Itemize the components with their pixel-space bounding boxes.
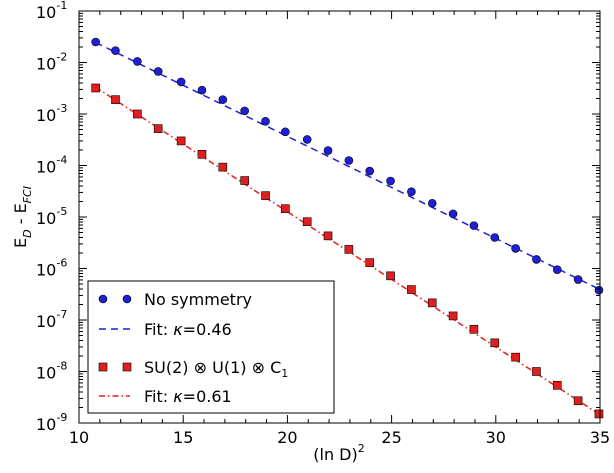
data-point-circle	[302, 135, 312, 144]
y-tick-label: 10-2	[36, 51, 67, 74]
y-tick-label: 10-7	[36, 308, 67, 331]
x-axis-title: (ln D)2	[313, 442, 364, 464]
x-tick-label: 15	[173, 428, 193, 447]
data-point-square	[532, 367, 541, 376]
y-tick-label: 10-9	[36, 411, 67, 434]
data-point-square	[573, 396, 583, 406]
data-point-circle	[532, 255, 541, 264]
data-point-circle	[111, 46, 120, 55]
legend-marker-no-symmetry-2	[122, 294, 132, 304]
legend-label-fit-061: Fit: κ=0.61	[144, 387, 232, 406]
y-tick-label: 10-1	[36, 0, 67, 22]
data-point-circle	[91, 37, 100, 47]
data-point-square	[133, 109, 142, 119]
y-tick-label: 10-3	[36, 102, 67, 125]
data-point-circle	[240, 106, 249, 116]
y-tick-label: 10-5	[36, 205, 67, 228]
y-tick-labels: 10-1 10-2 10-3 10-4 10-5 10-6 10-7 10-8 10-9	[36, 0, 67, 434]
x-tick-labels: 10 15 20 25 30 35	[69, 428, 610, 447]
legend-box	[87, 280, 335, 414]
x-tick-label: 35	[590, 428, 610, 447]
data-point-square	[281, 204, 290, 213]
data-point-square	[511, 352, 520, 362]
legend-label-su2: SU(2) ⊗ U(1) ⊗ C1	[144, 358, 288, 380]
data-point-square	[490, 338, 500, 348]
data-point-square	[176, 136, 186, 146]
data-point-circle	[153, 67, 163, 76]
data-point-square	[91, 83, 100, 93]
data-point-square	[448, 311, 458, 321]
data-point-circle	[594, 285, 604, 295]
y-tick-label: 10-6	[36, 257, 67, 280]
data-point-circle	[365, 166, 375, 176]
data-point-square	[407, 285, 416, 294]
data-point-circle	[176, 77, 186, 87]
legend-marker-su2-1	[98, 362, 108, 372]
y-axis-title: ED - EFCI	[11, 186, 34, 248]
x-tick-label: 25	[381, 428, 401, 447]
data-point-circle	[490, 233, 500, 242]
data-point-square	[261, 191, 270, 200]
data-point-circle	[344, 156, 354, 165]
data-point-circle	[261, 117, 270, 126]
data-point-square	[427, 298, 437, 308]
data-point-square	[323, 231, 333, 241]
data-point-circle	[511, 244, 520, 253]
data-point-square	[594, 409, 604, 419]
data-markers	[91, 37, 604, 419]
data-point-circle	[448, 209, 458, 219]
data-point-square	[552, 380, 562, 390]
legend-label-no-symmetry: No symmetry	[144, 290, 252, 309]
data-point-square	[365, 258, 375, 267]
data-point-circle	[573, 275, 583, 284]
data-point-square	[344, 245, 354, 254]
data-point-square	[111, 95, 120, 104]
data-point-square	[153, 124, 163, 133]
data-point-circle	[323, 146, 333, 155]
legend: No symmetry Fit: κ=0.46 SU(2) ⊗ U(1) ⊗ C…	[87, 280, 335, 414]
data-point-circle	[469, 221, 479, 230]
data-point-square	[302, 217, 312, 227]
legend-marker-no-symmetry-1	[98, 294, 108, 304]
x-tick-label: 20	[277, 428, 297, 447]
data-point-circle	[427, 198, 437, 208]
data-point-square	[386, 271, 395, 281]
data-point-square	[469, 324, 479, 334]
data-point-circle	[407, 187, 416, 196]
axis-ticks	[78, 10, 601, 424]
data-point-square	[197, 149, 207, 159]
data-point-circle	[386, 176, 395, 186]
data-point-circle	[281, 127, 290, 137]
x-tick-label: 30	[486, 428, 506, 447]
legend-marker-su2-2	[122, 362, 132, 372]
y-tick-label: 10-8	[36, 360, 67, 383]
data-point-circle	[133, 57, 142, 66]
data-point-circle	[218, 95, 228, 104]
x-tick-label: 10	[69, 428, 89, 447]
data-point-circle	[197, 85, 207, 95]
y-tick-label: 10-4	[36, 154, 67, 177]
data-point-square	[240, 176, 249, 185]
data-point-square	[218, 162, 228, 172]
data-point-circle	[552, 265, 562, 274]
legend-label-fit-046: Fit: κ=0.46	[144, 320, 232, 339]
